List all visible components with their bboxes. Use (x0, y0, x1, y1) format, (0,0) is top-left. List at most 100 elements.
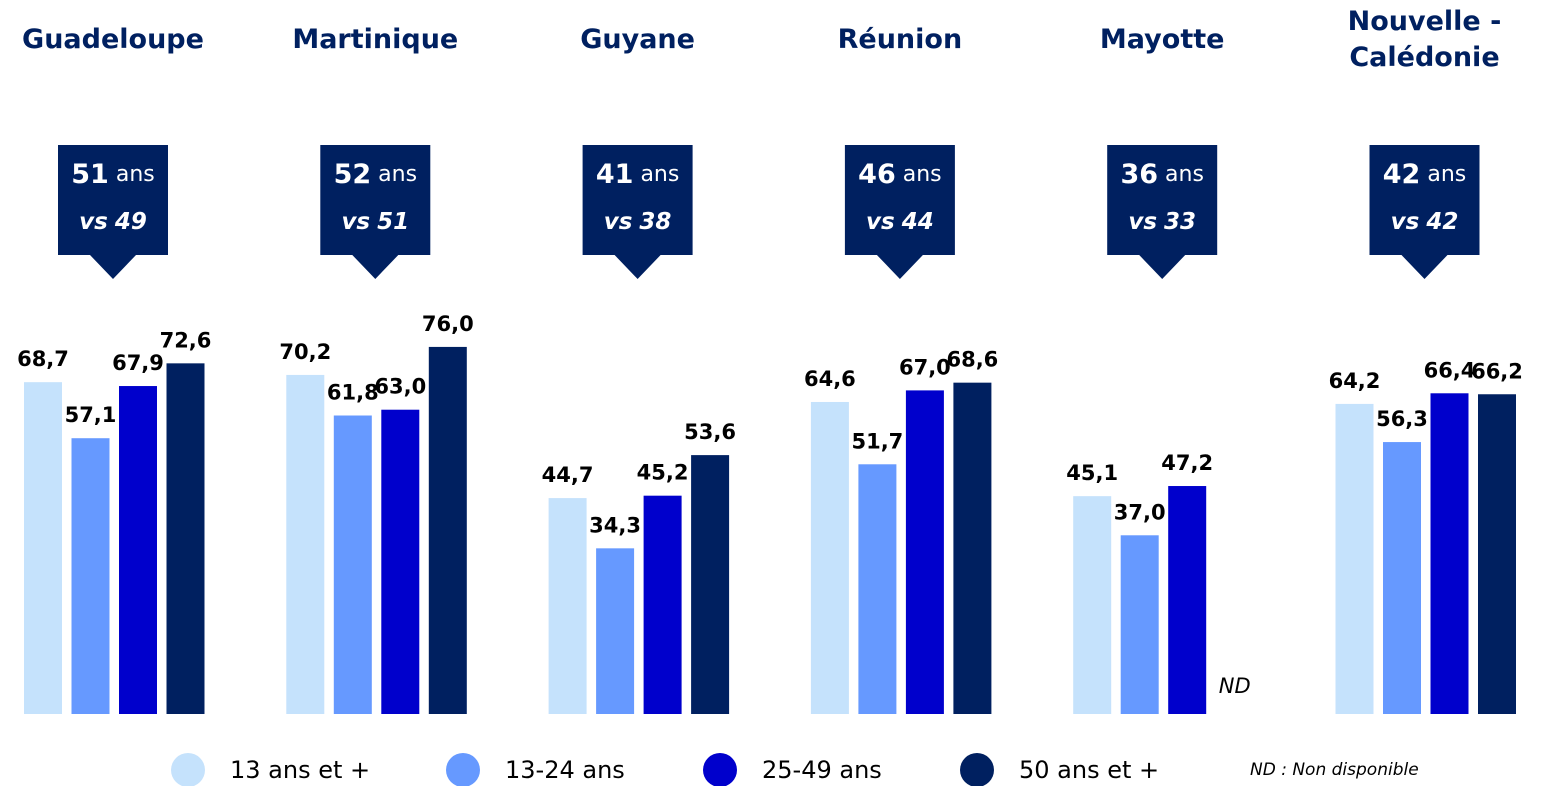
bar (1383, 442, 1421, 714)
group-title: Mayotte (1099, 24, 1225, 55)
data-label: 72,6 (160, 328, 212, 352)
callout-age: 36 ans (1120, 159, 1203, 190)
data-label: 45,2 (637, 461, 689, 485)
age: 52 (334, 159, 372, 190)
age-unit: ans (640, 162, 679, 187)
data-label: 61,8 (327, 381, 379, 405)
vs-age: 49 (114, 209, 147, 235)
data-label: 68,6 (946, 348, 998, 372)
callout-age: 41 ans (596, 159, 679, 190)
bar (1478, 394, 1516, 714)
age-unit: ans (903, 162, 942, 187)
vs: vs (604, 209, 633, 235)
bar (1335, 403, 1374, 714)
group-title: Guyane (580, 24, 695, 55)
bar (1120, 535, 1159, 714)
vs: vs (341, 209, 370, 235)
legend-swatch (960, 753, 994, 786)
age-unit: ans (1165, 162, 1204, 187)
data-label: 67,9 (112, 351, 164, 375)
group-title: Nouvelle - Calédonie (1347, 6, 1502, 73)
legend-swatch (446, 753, 480, 786)
legend-label: 25-49 ans (762, 756, 882, 784)
data-label: 66,4 (1424, 358, 1476, 382)
footnote: ND : Non disponible (1250, 760, 1419, 780)
age-unit: ans (116, 162, 155, 187)
callout-vs: vs 49 (79, 209, 147, 235)
data-label: 68,7 (17, 347, 69, 371)
data-label: 76,0 (422, 312, 474, 336)
bar (858, 464, 897, 714)
age: 46 (858, 159, 896, 190)
callout-box (58, 145, 168, 279)
vs: vs (1391, 209, 1420, 235)
legend-swatch (703, 753, 737, 786)
age-unit: ans (378, 162, 417, 187)
vs: vs (866, 209, 895, 235)
data-label: 67,0 (899, 355, 951, 379)
group-title: Réunion (837, 24, 963, 55)
data-label: 37,0 (1114, 500, 1166, 524)
legend-swatch (171, 753, 205, 786)
bar (286, 374, 325, 714)
bar (381, 409, 420, 714)
bar (691, 455, 730, 714)
callout-age: 52 ans (334, 159, 417, 190)
callout-box (844, 145, 955, 279)
age-unit: ans (1427, 162, 1466, 187)
callout-vs: vs 38 (604, 209, 672, 235)
bar (1430, 393, 1469, 714)
bar (1073, 496, 1112, 714)
bar (548, 498, 587, 714)
callout-box (1107, 145, 1218, 279)
callout-vs: vs 44 (866, 209, 934, 235)
vs: vs (79, 209, 108, 235)
legend-label: 13 ans et + (230, 756, 370, 784)
callout-box (1369, 145, 1480, 279)
data-label: 64,6 (804, 367, 856, 391)
data-label: 34,3 (589, 513, 641, 537)
data-label: 64,2 (1329, 369, 1381, 393)
bar (596, 548, 635, 714)
data-label: 47,2 (1161, 451, 1213, 475)
bar (428, 346, 467, 714)
callout-box (320, 145, 431, 279)
data-label: 51,7 (851, 429, 903, 453)
bar (643, 495, 682, 714)
vs: vs (1128, 209, 1157, 235)
group-title: Guadeloupe (22, 24, 204, 55)
bar (24, 382, 62, 714)
callout-age: 42 ans (1383, 159, 1466, 190)
bar (810, 401, 849, 714)
bar (905, 390, 944, 714)
legend-label: 50 ans et + (1019, 756, 1159, 784)
age: 36 (1120, 159, 1158, 190)
bar (166, 363, 205, 714)
callout-box (582, 145, 693, 279)
age: 42 (1383, 159, 1421, 190)
age: 41 (596, 159, 634, 190)
callout-vs: vs 42 (1391, 209, 1459, 235)
data-label: 57,1 (65, 403, 117, 427)
data-label: 44,7 (542, 463, 594, 487)
callout-age: 51 ans (71, 159, 154, 190)
vs-age: 44 (901, 209, 934, 235)
callout-vs: vs 51 (341, 209, 409, 235)
callout-age: 46 ans (858, 159, 941, 190)
bar (953, 382, 992, 714)
bar (119, 386, 157, 714)
data-label: 63,0 (374, 375, 426, 399)
vs-age: 51 (377, 209, 409, 235)
bar (333, 415, 372, 714)
data-label: 45,1 (1066, 461, 1118, 485)
na-label: ND (1219, 674, 1251, 698)
vs-age: 38 (639, 209, 671, 235)
group-title: Martinique (292, 24, 459, 55)
data-label: 53,6 (684, 420, 736, 444)
data-label: 70,2 (279, 340, 331, 364)
vs-age: 42 (1425, 209, 1458, 235)
age: 51 (71, 159, 109, 190)
data-label: 56,3 (1376, 407, 1428, 431)
vs-age: 33 (1164, 209, 1196, 235)
